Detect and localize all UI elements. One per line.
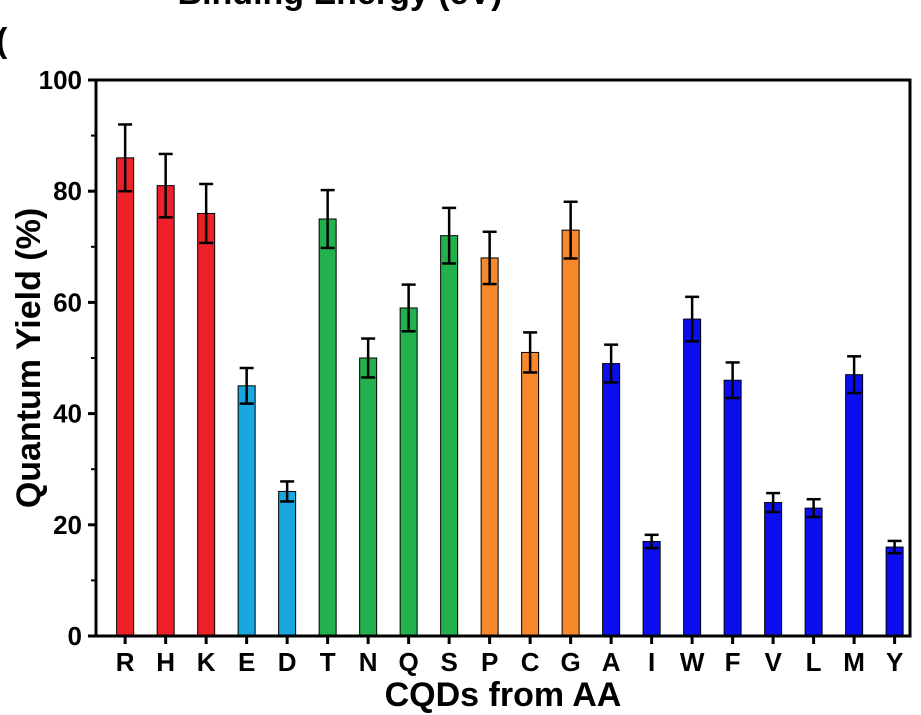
y-tick-label-60: 60 bbox=[53, 287, 82, 317]
y-tick-label-80: 80 bbox=[53, 176, 82, 206]
bar-S bbox=[440, 235, 459, 637]
x-tick-label-L: L bbox=[806, 647, 822, 677]
bar-A bbox=[602, 363, 621, 637]
bar-T bbox=[318, 218, 337, 637]
x-tick-label-K: K bbox=[197, 647, 216, 677]
bar-I bbox=[642, 540, 661, 637]
bar-G bbox=[561, 229, 580, 637]
x-tick-label-Y: Y bbox=[886, 647, 903, 677]
x-tick-label-D: D bbox=[278, 647, 297, 677]
bar-E bbox=[237, 385, 256, 637]
y-tick-label-40: 40 bbox=[53, 399, 82, 429]
axes-frame bbox=[94, 78, 912, 638]
bar-V bbox=[764, 502, 783, 637]
panel-label: ( bbox=[0, 22, 8, 60]
x-tick-label-H: H bbox=[156, 647, 175, 677]
y-tick-label-20: 20 bbox=[53, 510, 82, 540]
y-tick-label-100: 100 bbox=[39, 65, 82, 95]
x-tick-label-F: F bbox=[725, 647, 741, 677]
x-tick-label-P: P bbox=[481, 647, 498, 677]
plot-area: 0 20 40 60 80 100 R H K E D T N Q S P C G A I W F V L M Y bbox=[39, 65, 912, 677]
y-tick-label-0: 0 bbox=[68, 621, 82, 651]
bar-K bbox=[197, 212, 216, 637]
x-axis-title: CQDs from AA bbox=[385, 676, 622, 714]
x-tick-label-I: I bbox=[648, 647, 655, 677]
x-tick-label-V: V bbox=[764, 647, 782, 677]
cut-off-title: Binding Energy (eV) bbox=[178, 0, 503, 12]
x-tick-label-E: E bbox=[238, 647, 255, 677]
bar-F bbox=[723, 379, 742, 637]
bar-Q bbox=[399, 307, 418, 637]
x-tick-label-A: A bbox=[602, 647, 621, 677]
bar-R bbox=[116, 157, 135, 637]
x-tick-label-Q: Q bbox=[399, 647, 419, 677]
bar-Y bbox=[885, 546, 904, 637]
x-tick-label-R: R bbox=[116, 647, 135, 677]
x-tick-label-M: M bbox=[843, 647, 865, 677]
x-tick-label-T: T bbox=[320, 647, 336, 677]
x-tick-label-S: S bbox=[440, 647, 457, 677]
x-tick-label-C: C bbox=[521, 647, 540, 677]
bar-C bbox=[521, 351, 540, 637]
bar-N bbox=[359, 357, 378, 637]
x-tick-label-G: G bbox=[561, 647, 581, 677]
y-axis-title: Quantum Yield (%) bbox=[10, 208, 48, 508]
bar-P bbox=[480, 257, 499, 637]
bar-M bbox=[845, 374, 864, 637]
bar-W bbox=[683, 318, 702, 637]
bar-L bbox=[804, 507, 823, 637]
x-tick-label-W: W bbox=[680, 647, 705, 677]
x-tick-label-N: N bbox=[359, 647, 378, 677]
bar-D bbox=[278, 490, 297, 637]
bar-H bbox=[156, 185, 175, 637]
